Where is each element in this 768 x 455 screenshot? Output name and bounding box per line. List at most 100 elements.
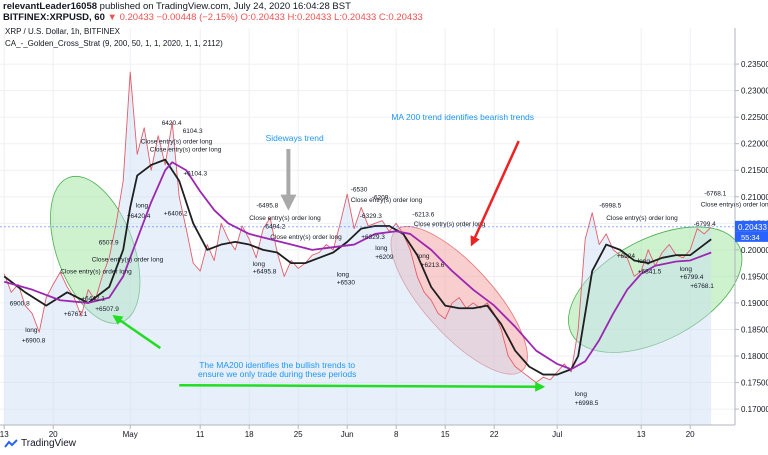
trade-label: -6530 — [351, 186, 368, 193]
trade-label: -6209 — [372, 194, 389, 201]
trade-label: long — [253, 261, 266, 268]
trade-label: long — [417, 253, 430, 260]
trade-label: +6495.8 — [253, 269, 277, 276]
trade-label: Close entry(s) order long — [701, 201, 768, 208]
trade-label: +6104.3 — [183, 171, 207, 178]
y-tick-label: 0.19500 — [741, 272, 768, 281]
trade-label: +6442.1 — [81, 295, 105, 302]
trade-label: +6213.6 — [421, 262, 445, 269]
trade-label: Close entry(s) order long — [60, 269, 132, 276]
trade-label: +6507.9 — [95, 306, 119, 313]
countdown-box — [735, 231, 768, 242]
trade-label: long — [136, 202, 149, 209]
trade-label: 6420.4 — [162, 120, 182, 127]
trade-label: +6329.3 — [361, 234, 385, 241]
trade-label: Close entry(s) order long — [150, 147, 222, 154]
trade-label: 6900.8 — [10, 301, 30, 308]
trade-label: long — [638, 258, 651, 265]
annotation-texts: Sideways trend MA 200 trend identifies be… — [198, 112, 534, 379]
trade-label: -6495.8 — [256, 202, 278, 209]
price-area — [4, 72, 712, 426]
x-tick-label: 13 — [0, 430, 9, 439]
symbol-info: BITFINEX:XRPUSD, 60 ▼ 0.20433 −0.00448 (… — [3, 12, 423, 23]
y-tick-label: 0.21000 — [741, 193, 768, 202]
trade-label: -6799.4 — [694, 221, 716, 228]
trade-label: Close entry(s) order long — [270, 234, 342, 241]
x-tick-label: 20 — [686, 430, 695, 439]
trade-label: long — [337, 271, 350, 278]
trade-label: Close entry(s) order long — [141, 139, 213, 146]
x-tick-label: Jun — [341, 430, 354, 439]
trade-label: -6213.6 — [412, 211, 434, 218]
last-price-box — [735, 220, 768, 232]
y-tick-label: 0.22500 — [741, 113, 768, 122]
trade-label: long — [575, 391, 588, 398]
trade-label: -6768.1 — [704, 191, 726, 198]
series-lines — [3, 71, 712, 383]
y-tick-label: 0.18000 — [741, 352, 768, 361]
legend-strategy: CA_-_Golden_Cross_Strat (9, 200, 50, 1, … — [5, 39, 223, 48]
x-tick-label: 8 — [394, 430, 399, 439]
trade-label: +6420.4 — [127, 213, 151, 220]
trade-label: +6406.2 — [164, 210, 188, 217]
annotation-arrow — [179, 381, 546, 392]
x-tick-label: Jul — [552, 430, 562, 439]
y-tick-label: 0.19000 — [741, 299, 768, 308]
trade-label: +6841.5 — [638, 269, 662, 276]
trade-label: +6767.1 — [64, 311, 88, 318]
trade-label: 6104.3 — [183, 128, 203, 135]
footer-brand-label: TradingView — [21, 438, 77, 449]
trade-label: +6924 — [617, 253, 636, 260]
series-price — [3, 71, 712, 383]
author-name[interactable]: relevantLeader16058 — [3, 1, 98, 12]
publish-info: relevantLeader16058 published on Trading… — [3, 1, 351, 12]
y-tick-label: 0.20000 — [741, 246, 768, 255]
y-tick-label: 0.17000 — [741, 405, 768, 414]
series-ma_slow — [3, 161, 712, 371]
y-tick-label: 0.22000 — [741, 140, 768, 149]
trend-regions — [50, 175, 743, 375]
trade-label: Close entry(s) order long — [414, 221, 486, 228]
trade-label: +6530 — [337, 279, 356, 286]
x-tick-label: 22 — [490, 430, 499, 439]
trade-label: long — [375, 245, 388, 252]
price-area-fill — [4, 72, 712, 426]
footer-brand[interactable]: TradingView — [4, 438, 76, 449]
publish-date: published on TradingView.com, July 24, 2… — [99, 1, 351, 12]
x-tick-label: May — [123, 430, 138, 439]
trade-label: +6998.5 — [575, 400, 599, 407]
trade-label: Close entry(s) order long — [351, 197, 423, 204]
annotation-text: ensure we only trade during these period… — [198, 369, 356, 379]
tradingview-logo-icon — [4, 438, 18, 448]
last-price-label: 0.20433 — [738, 223, 767, 232]
trade-label: long — [680, 266, 693, 273]
trade-label: +6209 — [375, 254, 394, 261]
trade-label: Close entry(s) order long — [92, 257, 164, 264]
trade-label: +6900.8 — [22, 338, 46, 345]
trade-label: -6998.5 — [599, 202, 621, 209]
annotation-arrows — [112, 140, 546, 392]
trade-label: -6494.2 — [263, 224, 285, 231]
x-tick-label: 18 — [245, 430, 254, 439]
annotation-text: Sideways trend — [266, 133, 324, 143]
x-tick-label: 25 — [294, 430, 303, 439]
trade-label: +6799.4 — [680, 274, 704, 281]
x-tick-label: 20 — [49, 430, 58, 439]
countdown-label: 55:34 — [741, 233, 760, 242]
trade-label: long — [25, 327, 38, 334]
y-tick-label: 0.21500 — [741, 166, 768, 175]
x-tick-label: 11 — [196, 430, 205, 439]
y-tick-label: 0.17500 — [741, 379, 768, 388]
x-axis[interactable]: 13 20 May 11 18 25 Jun 8 15 22 Jul 13 20 — [0, 425, 695, 439]
x-tick-label: 13 — [637, 430, 646, 439]
price-change: ▼ 0.20433 −0.00448 (−2.15%) — [107, 12, 238, 23]
y-tick-label: 0.23000 — [741, 87, 768, 96]
trade-label: Close entry(s) order long — [606, 215, 678, 222]
symbol-name[interactable]: BITFINEX:XRPUSD, 60 — [3, 12, 105, 23]
legend-pair: XRP / U.S. Dollar, 1h, BITFINEX — [5, 27, 121, 36]
x-tick-label: 15 — [441, 430, 450, 439]
trade-label: 6507.9 — [99, 240, 119, 247]
